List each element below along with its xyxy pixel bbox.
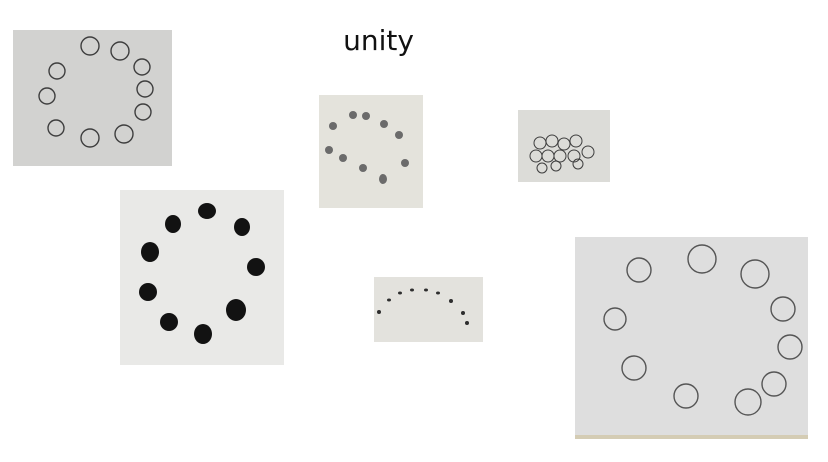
drawn-circle xyxy=(777,334,803,360)
grey-dots-ring-drawing xyxy=(319,95,423,208)
photo-black-blots-ring xyxy=(120,190,284,365)
photo-grey-dots-ring xyxy=(319,95,423,208)
arc-dot xyxy=(436,291,440,295)
drawn-circle xyxy=(114,124,134,144)
drawn-circle xyxy=(553,149,567,163)
drawn-circle xyxy=(110,41,130,61)
ink-blot xyxy=(247,258,265,276)
grey-dot xyxy=(401,159,409,167)
grey-dot xyxy=(349,111,357,119)
drawn-circle xyxy=(557,137,571,151)
ink-blot xyxy=(198,203,216,219)
ink-blot xyxy=(226,299,246,321)
ink-blot xyxy=(234,218,250,236)
arc-dot xyxy=(461,311,465,315)
large-circles-ring-drawing xyxy=(575,237,808,439)
photo-large-circles-ring xyxy=(575,237,808,439)
drawn-circle xyxy=(567,149,581,163)
ink-blot xyxy=(165,215,181,233)
arc-dot xyxy=(465,321,469,325)
drawn-circle xyxy=(761,371,787,397)
photo-dotted-arc xyxy=(374,277,483,342)
drawn-circle xyxy=(48,62,66,80)
photo-open-circles-ring xyxy=(13,30,172,166)
arc-dot xyxy=(387,298,391,302)
drawn-circle xyxy=(572,158,584,170)
drawn-circle xyxy=(80,36,100,56)
drawn-circle xyxy=(550,160,562,172)
page-title: unity xyxy=(343,24,414,57)
photo-clustered-circles xyxy=(518,110,610,182)
grey-dot xyxy=(379,174,387,184)
ink-blot xyxy=(160,313,178,331)
drawn-circle xyxy=(136,80,154,98)
grey-dot xyxy=(359,164,367,172)
arc-dot xyxy=(398,291,402,295)
drawn-circle xyxy=(770,296,796,322)
grey-dot xyxy=(325,146,333,154)
clustered-circles-drawing xyxy=(518,110,610,182)
ink-blot xyxy=(194,324,212,344)
arc-dot xyxy=(449,299,453,303)
drawn-circle xyxy=(581,145,595,159)
drawn-circle xyxy=(38,87,56,105)
arc-dot xyxy=(410,288,414,292)
drawn-circle xyxy=(536,162,548,174)
drawn-circle xyxy=(734,388,762,416)
drawn-circle xyxy=(569,134,583,148)
arc-dot xyxy=(424,288,428,292)
grey-dot xyxy=(380,120,388,128)
black-blots-ring-drawing xyxy=(120,190,284,365)
arc-dot xyxy=(377,310,381,314)
drawn-circle xyxy=(545,134,559,148)
drawn-circle xyxy=(603,307,627,331)
grey-dot xyxy=(329,122,337,130)
ink-blot xyxy=(141,242,159,262)
grey-dot xyxy=(339,154,347,162)
drawn-circle xyxy=(80,128,100,148)
grey-dot xyxy=(362,112,370,120)
drawn-circle xyxy=(621,355,647,381)
drawn-circle xyxy=(47,119,65,137)
drawn-circle xyxy=(687,244,717,274)
drawn-circle xyxy=(673,383,699,409)
drawn-circle xyxy=(626,257,652,283)
dotted-arc-drawing xyxy=(374,277,483,342)
grey-dot xyxy=(395,131,403,139)
drawn-circle xyxy=(133,58,151,76)
ink-blot xyxy=(139,283,157,301)
open-circles-ring-drawing xyxy=(13,30,172,166)
drawn-circle xyxy=(134,103,152,121)
drawn-circle xyxy=(740,259,770,289)
